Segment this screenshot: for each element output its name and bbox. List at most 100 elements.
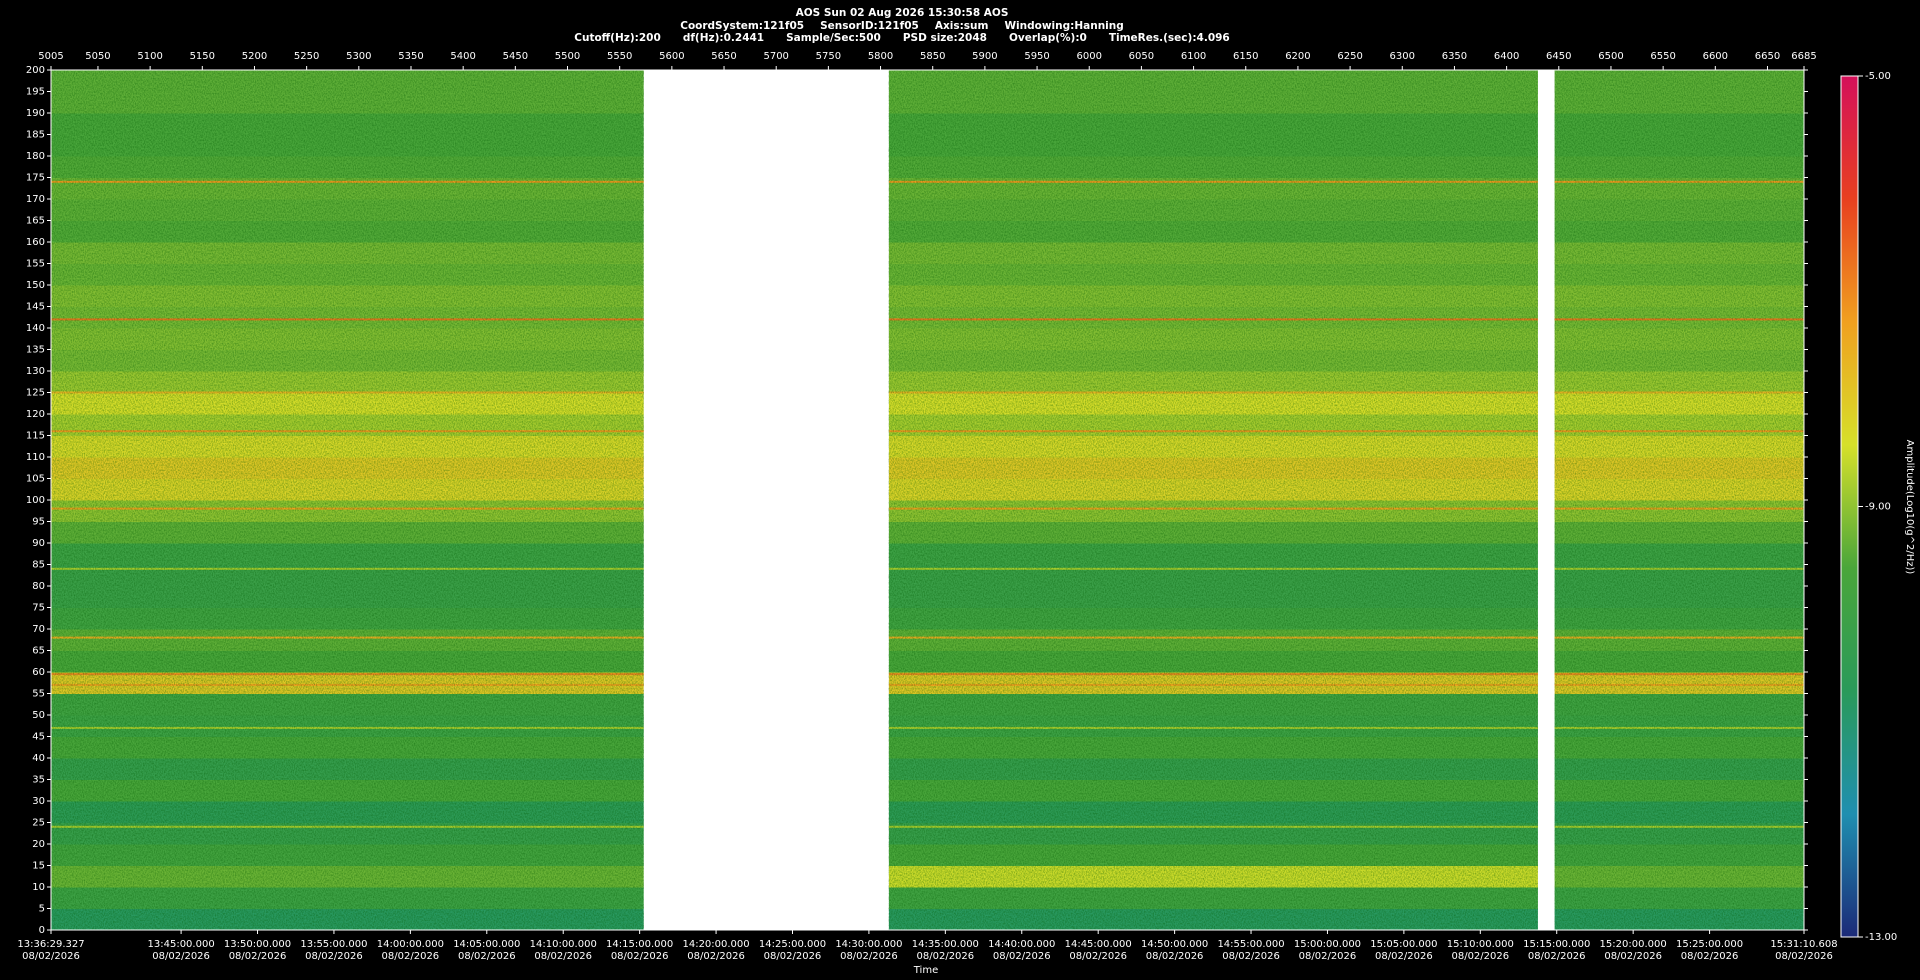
info-line: CoordSystem:121f05 SensorID:121f05 Axis:su… xyxy=(680,20,1124,32)
x-tick-label-bottom: 15:20:00.000 xyxy=(1600,939,1667,950)
chart-title: AOS Sun 02 Aug 2026 15:30:58 AOS xyxy=(796,7,1009,19)
info-item: SensorID:121f05 xyxy=(820,20,919,32)
x-tick-label-bottom: 14:15:00.000 xyxy=(606,939,673,950)
x-tick-label-top: 5900 xyxy=(972,51,997,62)
x-tick-label-bottom: 14:45:00.000 xyxy=(1065,939,1132,950)
y-tick-label: 65 xyxy=(32,646,45,657)
x-tick-label-top: 6400 xyxy=(1494,51,1519,62)
y-tick-label: 15 xyxy=(32,861,45,872)
y-tick-label: 175 xyxy=(26,173,45,184)
y-tick-label: 115 xyxy=(26,431,45,442)
x-tick-date: 08/02/2026 xyxy=(1146,951,1204,962)
y-tick-label: 35 xyxy=(32,775,45,786)
y-tick-label: 90 xyxy=(32,538,45,549)
x-tick-date: 08/02/2026 xyxy=(1528,951,1586,962)
x-tick-label-top: 5150 xyxy=(190,51,215,62)
y-tick-label: 80 xyxy=(32,581,45,592)
y-tick-label: 150 xyxy=(26,280,45,291)
y-tick-label: 0 xyxy=(39,925,45,936)
x-tick-label-top: 6200 xyxy=(1285,51,1310,62)
x-tick-label-bottom: 13:55:00.000 xyxy=(300,939,367,950)
y-tick-label: 135 xyxy=(26,345,45,356)
x-tick-label-bottom: 15:10:00.000 xyxy=(1447,939,1514,950)
noise-texture xyxy=(51,70,644,930)
y-tick-label: 180 xyxy=(26,151,45,162)
y-tick-label: 50 xyxy=(32,710,45,721)
y-tick-label: 75 xyxy=(32,603,45,614)
x-tick-label-top: 6050 xyxy=(1129,51,1154,62)
x-tick-label-top: 5450 xyxy=(503,51,528,62)
x-tick-label-bottom: 14:50:00.000 xyxy=(1141,939,1208,950)
x-tick-label-top: 6250 xyxy=(1337,51,1362,62)
x-tick-label-top: 5700 xyxy=(763,51,788,62)
x-tick-label-top: 6685 xyxy=(1791,51,1816,62)
info-item: Cutoff(Hz):200 xyxy=(574,32,661,44)
colorbar-tick-label: -9.00 xyxy=(1865,502,1891,513)
x-tick-label-top: 5800 xyxy=(868,51,893,62)
x-tick-label-top: 6150 xyxy=(1233,51,1258,62)
x-tick-label-bottom: 14:35:00.000 xyxy=(912,939,979,950)
x-tick-label-bottom: 15:15:00.000 xyxy=(1523,939,1590,950)
noise-texture xyxy=(888,70,1538,930)
y-tick-label: 160 xyxy=(26,237,45,248)
x-tick-label-top: 6300 xyxy=(1390,51,1415,62)
x-tick-date: 08/02/2026 xyxy=(458,951,516,962)
x-tick-label-top: 5350 xyxy=(398,51,423,62)
y-tick-label: 140 xyxy=(26,323,45,334)
y-tick-label: 55 xyxy=(32,689,45,700)
info-item: PSD size:2048 xyxy=(903,32,987,44)
x-tick-label-top: 6550 xyxy=(1650,51,1675,62)
y-tick-label: 190 xyxy=(26,108,45,119)
y-tick-label: 185 xyxy=(26,130,45,141)
x-tick-label-top: 5400 xyxy=(450,51,475,62)
x-tick-label-top: 5550 xyxy=(607,51,632,62)
x-tick-date: 08/02/2026 xyxy=(993,951,1051,962)
x-tick-date: 08/02/2026 xyxy=(305,951,363,962)
colorbar xyxy=(1840,75,1859,938)
x-tick-date: 08/02/2026 xyxy=(152,951,210,962)
info-item: Axis:sum xyxy=(935,20,989,32)
x-tick-label-bottom: 13:36:29.327 xyxy=(17,939,84,950)
x-tick-label-top: 6350 xyxy=(1442,51,1467,62)
y-tick-label: 30 xyxy=(32,796,45,807)
x-tick-label-bottom: 15:05:00.000 xyxy=(1370,939,1437,950)
x-tick-label-top: 5500 xyxy=(555,51,580,62)
x-tick-date: 08/02/2026 xyxy=(22,951,80,962)
y-tick-label: 110 xyxy=(26,452,45,463)
x-tick-label-top: 6450 xyxy=(1546,51,1571,62)
x-axis-title: Time xyxy=(913,965,938,976)
x-tick-label-bottom: 13:45:00.000 xyxy=(148,939,215,950)
x-tick-label-bottom: 14:05:00.000 xyxy=(453,939,520,950)
x-tick-date: 08/02/2026 xyxy=(1775,951,1833,962)
y-tick-label: 70 xyxy=(32,624,45,635)
x-tick-label-bottom: 14:55:00.000 xyxy=(1217,939,1284,950)
y-tick-label: 45 xyxy=(32,732,45,743)
x-tick-label-top: 5005 xyxy=(38,51,63,62)
x-tick-date: 08/02/2026 xyxy=(1604,951,1662,962)
x-tick-label-bottom: 13:50:00.000 xyxy=(224,939,291,950)
x-tick-label-top: 6650 xyxy=(1755,51,1780,62)
y-tick-label: 10 xyxy=(32,882,45,893)
x-tick-label-top: 5250 xyxy=(294,51,319,62)
x-tick-date: 08/02/2026 xyxy=(611,951,669,962)
x-tick-date: 08/02/2026 xyxy=(1681,951,1739,962)
y-tick-label: 165 xyxy=(26,216,45,227)
x-tick-label-top: 5300 xyxy=(346,51,371,62)
x-tick-label-bottom: 15:00:00.000 xyxy=(1294,939,1361,950)
info-line: Cutoff(Hz):200 df(Hz):0.2441 Sample/Sec:50… xyxy=(574,32,1229,44)
y-tick-label: 195 xyxy=(26,87,45,98)
colorbar-tick-label: -5.00 xyxy=(1865,71,1891,82)
y-tick-label: 125 xyxy=(26,388,45,399)
x-tick-date: 08/02/2026 xyxy=(1299,951,1357,962)
x-tick-label-top: 6500 xyxy=(1598,51,1623,62)
info-item: Sample/Sec:500 xyxy=(786,32,881,44)
y-tick-label: 120 xyxy=(26,409,45,420)
x-tick-label-top: 6100 xyxy=(1181,51,1206,62)
y-tick-label: 20 xyxy=(32,839,45,850)
x-tick-date: 08/02/2026 xyxy=(1451,951,1509,962)
y-tick-label: 100 xyxy=(26,495,45,506)
x-tick-date: 08/02/2026 xyxy=(1222,951,1280,962)
x-tick-label-bottom: 14:20:00.000 xyxy=(682,939,749,950)
y-tick-label: 130 xyxy=(26,366,45,377)
